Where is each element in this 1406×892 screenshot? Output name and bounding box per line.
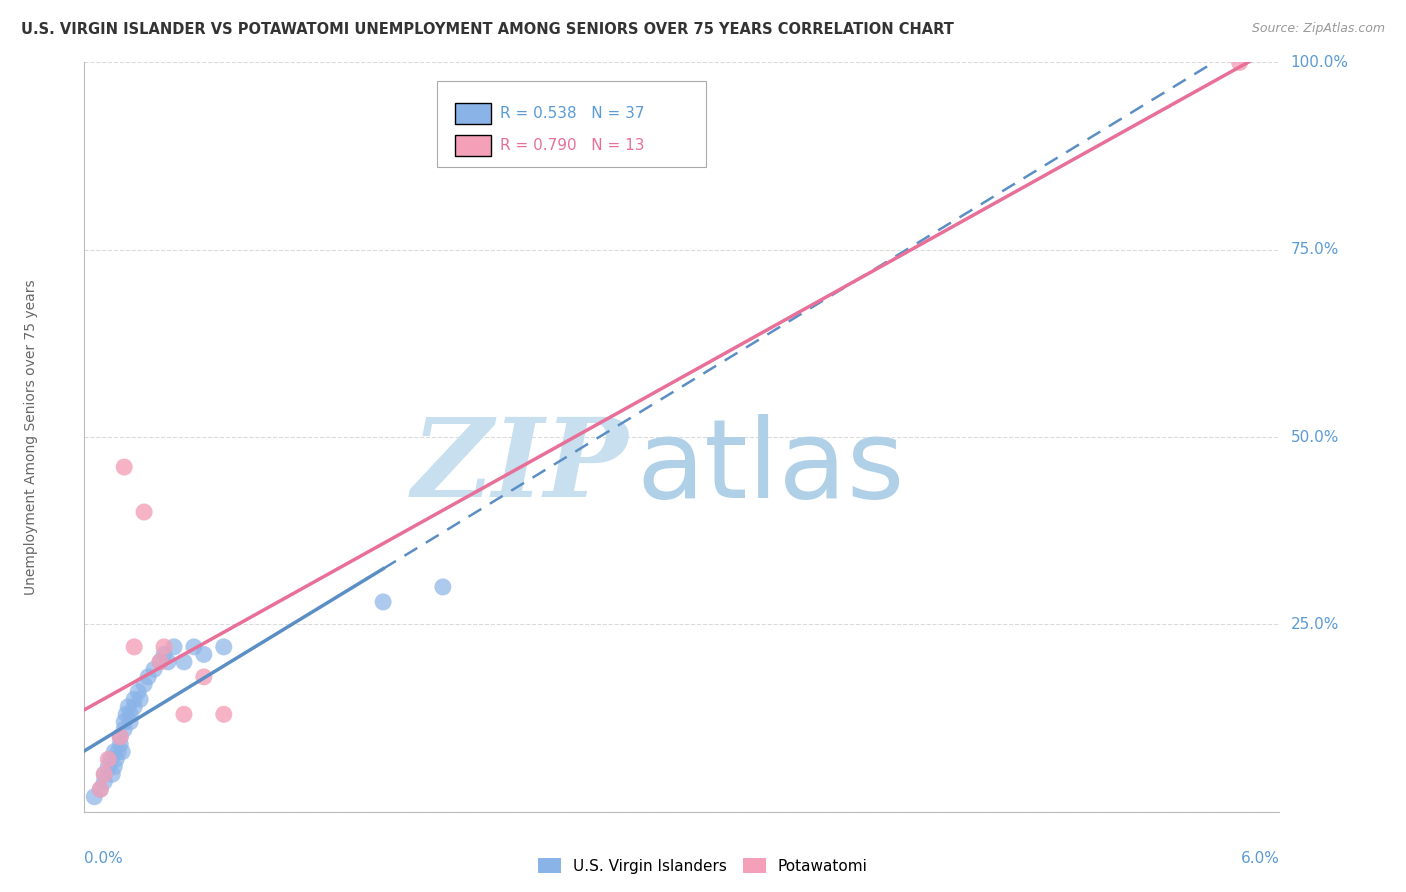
Point [103,745,125,759]
Point [129,692,152,706]
Point [122,692,145,706]
Text: R = 0.790   N = 13: R = 0.790 N = 13 [501,138,645,153]
Text: 75.0%: 75.0% [1291,243,1339,257]
Point [157,655,180,669]
Point [83,789,105,804]
Point [120,714,142,729]
Text: 6.0%: 6.0% [1240,851,1279,865]
Point [163,640,186,654]
Point [193,648,215,662]
Point [97,760,120,774]
Point [112,723,135,737]
Point [132,677,156,691]
Point [110,737,132,751]
Point [103,760,125,774]
Point [112,460,135,475]
Point [212,640,235,654]
Point [1229,55,1251,70]
FancyBboxPatch shape [437,81,706,168]
Point [111,745,134,759]
Text: 100.0%: 100.0% [1291,55,1348,70]
Point [127,685,149,699]
Point [112,714,135,729]
Text: atlas: atlas [637,414,905,521]
Point [122,699,145,714]
Point [110,730,132,744]
Point [115,707,138,722]
Point [193,670,215,684]
Point [432,580,454,594]
Point [173,655,195,669]
Point [97,752,120,766]
Text: 0.0%: 0.0% [84,851,124,865]
Text: U.S. VIRGIN ISLANDER VS POTAWATOMI UNEMPLOYMENT AMONG SENIORS OVER 75 YEARS CORR: U.S. VIRGIN ISLANDER VS POTAWATOMI UNEMP… [21,22,953,37]
Point [105,752,128,766]
Point [149,655,172,669]
Point [153,648,176,662]
Text: Source: ZipAtlas.com: Source: ZipAtlas.com [1251,22,1385,36]
Legend: U.S. Virgin Islanders, Potawatomi: U.S. Virgin Islanders, Potawatomi [533,852,873,880]
Point [122,640,145,654]
FancyBboxPatch shape [456,135,491,156]
Point [93,767,115,781]
Point [153,640,176,654]
Point [132,505,156,519]
Text: Unemployment Among Seniors over 75 years: Unemployment Among Seniors over 75 years [24,279,38,595]
Point [173,707,195,722]
Point [149,655,172,669]
Point [117,699,139,714]
Point [110,730,132,744]
Point [101,767,124,781]
Point [89,782,111,797]
Point [136,670,159,684]
Point [143,662,166,676]
Point [120,707,142,722]
Text: 50.0%: 50.0% [1291,430,1339,444]
Text: ZIP: ZIP [412,413,628,521]
Point [212,707,235,722]
Point [183,640,205,654]
Text: 25.0%: 25.0% [1291,617,1339,632]
FancyBboxPatch shape [456,103,491,124]
Point [98,752,121,766]
Point [107,745,129,759]
Point [93,774,115,789]
Text: R = 0.538   N = 37: R = 0.538 N = 37 [501,106,645,121]
Point [373,595,395,609]
Point [89,782,111,797]
Point [93,767,115,781]
